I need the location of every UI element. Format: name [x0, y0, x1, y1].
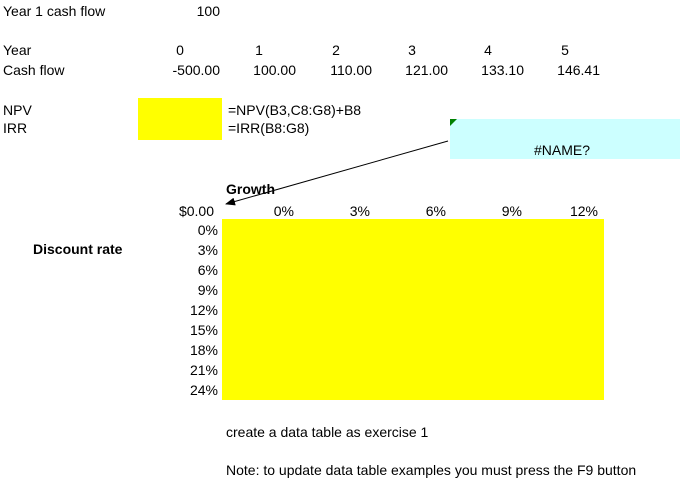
data-table-corner[interactable]: $0.00 — [178, 203, 214, 219]
discount-rate-cell[interactable]: 12% — [189, 302, 218, 318]
discount-rate-label: Discount rate — [33, 241, 123, 257]
year-cell[interactable]: 4 — [484, 42, 492, 58]
exercise-note: create a data table as exercise 1 — [226, 424, 429, 440]
discount-rate-cell[interactable]: 21% — [189, 362, 218, 378]
year-cell[interactable]: 5 — [561, 42, 569, 58]
year-cell[interactable]: 2 — [332, 42, 340, 58]
cashflow-cell[interactable]: 146.41 — [557, 62, 600, 78]
comment-marker-icon — [450, 119, 457, 126]
npv-formula: =NPV(B3,C8:G8)+B8 — [228, 102, 362, 118]
cashflow-cell[interactable]: 133.10 — [481, 62, 524, 78]
npv-label: NPV — [3, 102, 32, 118]
growth-rate-cell[interactable]: 3% — [349, 203, 370, 219]
discount-rate-cell[interactable]: 6% — [197, 262, 218, 278]
cashflow-cell[interactable]: 110.00 — [330, 62, 372, 78]
growth-rate-cell[interactable]: 6% — [425, 203, 446, 219]
year-cell[interactable]: 3 — [408, 42, 416, 58]
discount-rate-cell[interactable]: 0% — [197, 222, 218, 238]
discount-rate-cell[interactable]: 9% — [197, 282, 218, 298]
error-box[interactable] — [450, 119, 680, 159]
irr-label: IRR — [3, 120, 28, 136]
discount-rate-cell[interactable]: 3% — [197, 242, 218, 258]
growth-rate-cell[interactable]: 9% — [501, 203, 522, 219]
growth-rate-cell[interactable]: 0% — [273, 203, 294, 219]
error-text: #NAME? — [534, 142, 591, 158]
discount-rate-cell[interactable]: 15% — [189, 322, 218, 338]
f9-note: Note: to update data table examples you … — [226, 462, 637, 478]
year1-cashflow-label: Year 1 cash flow — [3, 3, 106, 19]
cashflow-label: Cash flow — [3, 62, 65, 78]
growth-rate-cell[interactable]: 12% — [569, 203, 598, 219]
year1-cashflow-value[interactable]: 100 — [196, 3, 220, 19]
data-table-results-area[interactable] — [222, 219, 604, 400]
cashflow-cell[interactable]: 121.00 — [405, 62, 448, 78]
year-cell[interactable]: 1 — [255, 42, 263, 58]
irr-formula: =IRR(B8:G8) — [228, 120, 310, 136]
year-cell[interactable]: 0 — [176, 42, 184, 58]
year-label: Year — [3, 42, 32, 58]
discount-rate-cell[interactable]: 24% — [189, 382, 218, 398]
cashflow-cell[interactable]: -500.00 — [172, 62, 220, 78]
npv-irr-input-cells[interactable] — [138, 98, 222, 140]
cashflow-cell[interactable]: 100.00 — [253, 62, 296, 78]
growth-label: Growth — [226, 181, 275, 197]
discount-rate-cell[interactable]: 18% — [189, 342, 218, 358]
